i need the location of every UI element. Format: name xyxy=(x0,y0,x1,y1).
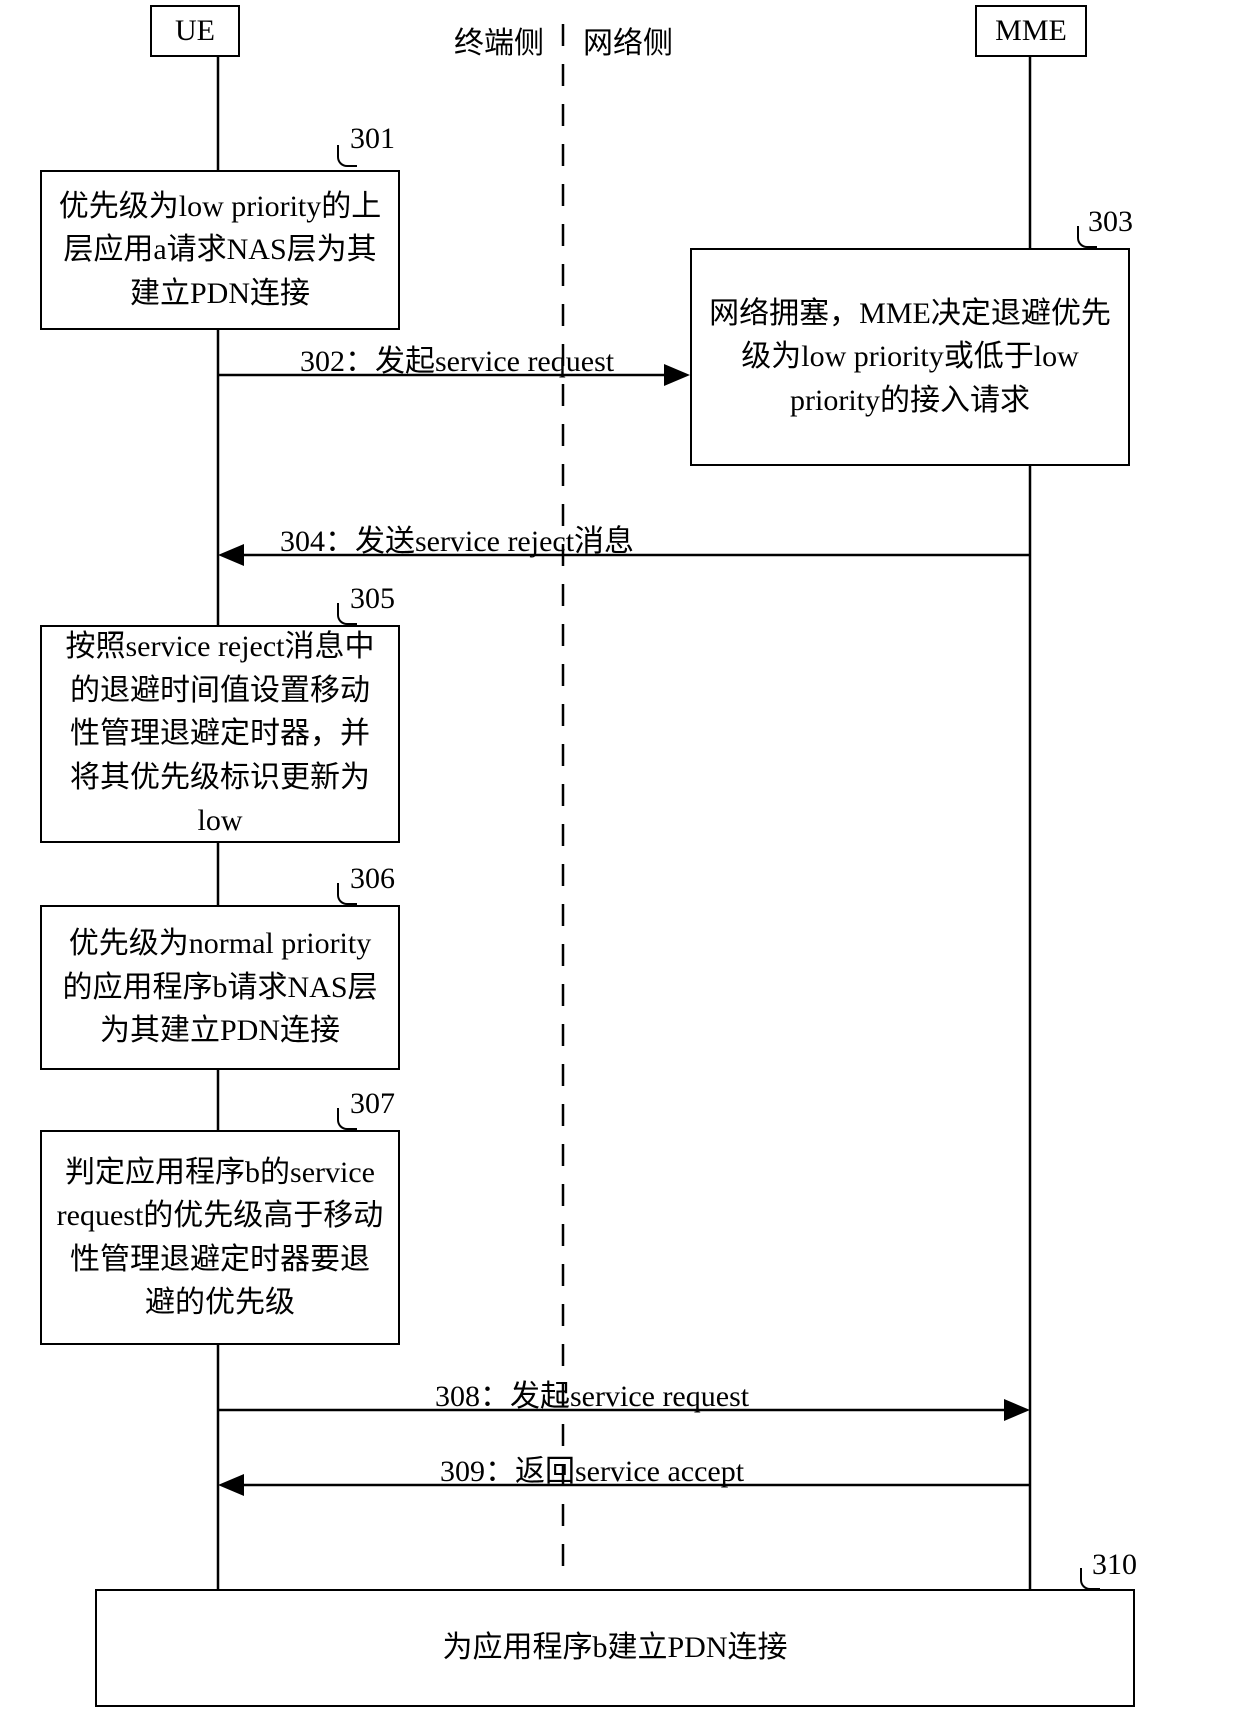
step-text-310: 为应用程序b建立PDN连接 xyxy=(442,1626,787,1670)
step-box-307: 判定应用程序b的service request的优先级高于移动性管理退避定时器要… xyxy=(40,1130,400,1345)
step-text-301: 优先级为low priority的上层应用a请求NAS层为其建立PDN连接 xyxy=(56,185,384,316)
step-text-305: 按照service reject消息中的退避时间值设置移动性管理退避定时器，并将… xyxy=(56,625,384,843)
lifeline-label-mme: MME xyxy=(995,14,1067,48)
lifeline-header-mme: MME xyxy=(975,5,1087,57)
message-label-309: 309：返回service accept xyxy=(440,1446,744,1490)
step-leader-305 xyxy=(337,603,357,625)
step-text-303: 网络拥塞，MME决定退避优先级为low priority或低于low prior… xyxy=(706,292,1114,423)
step-text-306: 优先级为normal priority的应用程序b请求NAS层为其建立PDN连接 xyxy=(56,922,384,1053)
lifeline-header-ue: UE xyxy=(150,5,240,57)
message-label-308: 308：发起service request xyxy=(435,1371,749,1415)
step-leader-306 xyxy=(337,883,357,905)
step-box-306: 优先级为normal priority的应用程序b请求NAS层为其建立PDN连接 xyxy=(40,905,400,1070)
step-leader-310 xyxy=(1080,1568,1100,1590)
divider-label-terminal-side: 终端侧 xyxy=(454,18,544,62)
step-leader-301 xyxy=(337,145,357,167)
step-box-303: 网络拥塞，MME决定退避优先级为low priority或低于low prior… xyxy=(690,248,1130,466)
divider-label-network-side: 网络侧 xyxy=(583,18,673,62)
step-box-301: 优先级为low priority的上层应用a请求NAS层为其建立PDN连接 xyxy=(40,170,400,330)
step-box-305: 按照service reject消息中的退避时间值设置移动性管理退避定时器，并将… xyxy=(40,625,400,843)
step-leader-303 xyxy=(1077,226,1097,248)
message-label-302: 302：发起service request xyxy=(300,336,614,380)
step-text-307: 判定应用程序b的service request的优先级高于移动性管理退避定时器要… xyxy=(56,1151,384,1325)
lifeline-label-ue: UE xyxy=(175,14,215,48)
message-label-304: 304：发送service reject消息 xyxy=(280,516,634,560)
step-leader-307 xyxy=(337,1108,357,1130)
step-box-310: 为应用程序b建立PDN连接 xyxy=(95,1589,1135,1707)
